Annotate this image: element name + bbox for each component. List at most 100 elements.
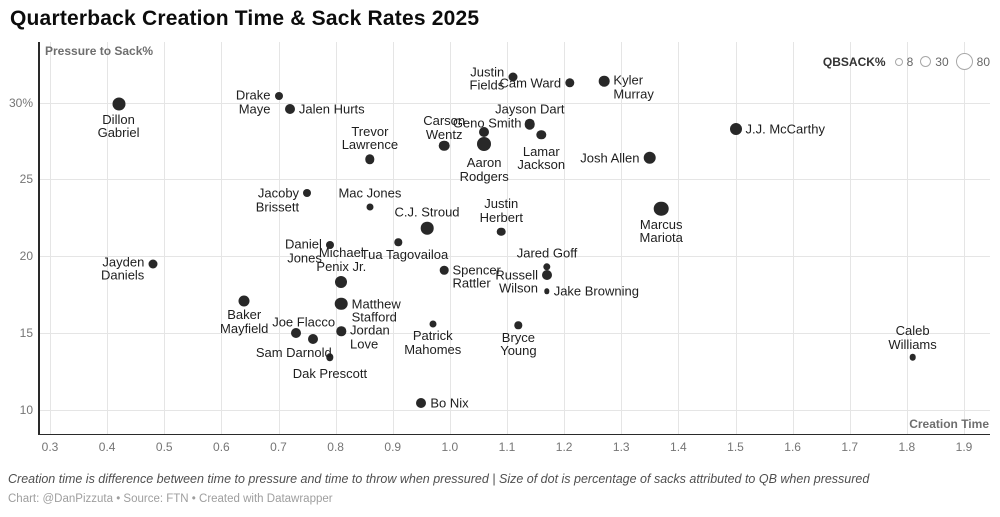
y-tick-label: 15	[19, 325, 33, 340]
point-label-spencer-rattler: Spencer Rattler	[452, 262, 501, 291]
y-axis-line	[38, 42, 40, 435]
y-tick-label: 20	[19, 249, 33, 264]
data-point-justin-herbert[interactable]	[496, 227, 506, 236]
data-point-carson-wentz[interactable]	[438, 140, 450, 151]
data-point-lamar-jackson[interactable]	[536, 130, 546, 140]
data-point-mac-jones[interactable]	[366, 203, 374, 211]
data-point-sam-darnold[interactable]	[307, 333, 318, 344]
data-point-baker-mayfield[interactable]	[238, 295, 250, 307]
x-gridline	[107, 42, 109, 434]
x-tick-label: 0.5	[155, 440, 173, 454]
x-gridline	[507, 42, 508, 434]
point-label-marcus-mariota: Marcus Mariota	[639, 216, 683, 246]
data-point-cam-ward[interactable]	[565, 77, 575, 88]
point-label-jordan-love: Jordan Love	[350, 322, 390, 352]
point-label-michael-penix-jr: Michael Penix Jr.	[316, 245, 367, 274]
data-point-jared-goff[interactable]	[543, 263, 551, 271]
data-point-michael-penix-jr[interactable]	[335, 276, 348, 289]
point-label-dak-prescott: Dak Prescott	[292, 366, 368, 382]
point-label-j-j-mccarthy: J.J. McCarthy	[745, 120, 825, 136]
data-point-daniel-jones[interactable]	[325, 241, 334, 250]
data-point-josh-allen[interactable]	[643, 151, 657, 165]
data-point-drake-maye[interactable]	[274, 92, 283, 101]
size-legend-circle	[894, 57, 903, 66]
data-point-geno-smith[interactable]	[479, 126, 490, 137]
point-label-bryce-young: Bryce Young	[500, 329, 537, 359]
x-tick-label: 0.3	[41, 440, 59, 454]
point-label-aaron-rodgers: Aaron Rodgers	[459, 155, 509, 184]
point-label-jacoby-brissett: Jacoby Brissett	[255, 185, 300, 215]
point-label-kyler-murray: Kyler Murray	[613, 72, 654, 102]
x-gridline	[621, 42, 623, 434]
data-point-caleb-williams[interactable]	[909, 354, 916, 361]
y-gridline	[38, 256, 990, 258]
y-gridline	[38, 179, 990, 181]
x-gridline	[964, 42, 965, 434]
point-label-jared-goff: Jared Goff	[516, 245, 578, 261]
y-axis-title: Pressure to Sack%	[45, 44, 154, 58]
data-point-marcus-mariota[interactable]	[653, 201, 669, 216]
data-point-bryce-young[interactable]	[514, 321, 523, 329]
point-label-tua-tagovailoa: Tua Tagovailoa	[360, 246, 449, 262]
data-point-bo-nix[interactable]	[416, 398, 427, 409]
x-tick-label: 0.4	[98, 440, 116, 454]
data-point-aaron-rodgers[interactable]	[477, 137, 492, 152]
x-gridline	[735, 42, 737, 434]
data-point-kyler-murray[interactable]	[598, 75, 610, 87]
data-point-patrick-mahomes[interactable]	[429, 320, 437, 328]
x-tick-label: 1.6	[784, 440, 801, 454]
y-tick-label: 30%	[8, 95, 33, 110]
point-label-cam-ward: Cam Ward	[499, 74, 562, 90]
data-point-jayson-dart[interactable]	[524, 118, 536, 130]
data-point-jacoby-brissett[interactable]	[303, 189, 312, 198]
x-gridline	[849, 42, 851, 434]
data-point-jordan-love[interactable]	[336, 326, 347, 337]
point-label-justin-herbert: Justin Herbert	[479, 196, 523, 225]
point-label-baker-mayfield: Baker Mayfield	[220, 307, 269, 336]
x-tick-label: 0.8	[327, 440, 344, 454]
x-tick-label: 1.2	[555, 440, 573, 454]
data-point-c-j-stroud[interactable]	[420, 222, 434, 235]
data-point-jake-browning[interactable]	[544, 288, 550, 295]
data-point-dillon-gabriel[interactable]	[112, 97, 126, 111]
point-label-patrick-mahomes: Patrick Mahomes	[404, 328, 462, 357]
point-label-russell-wilson: Russell Wilson	[495, 267, 538, 296]
data-point-jayden-daniels[interactable]	[148, 259, 158, 269]
data-point-trevor-lawrence[interactable]	[365, 154, 375, 165]
x-tick-label: 0.6	[213, 440, 230, 454]
point-label-drake-maye: Drake Maye	[235, 87, 271, 117]
x-tick-label: 1.7	[841, 440, 859, 454]
x-tick-label: 1.4	[670, 440, 687, 454]
size-legend-circle	[920, 56, 932, 67]
point-label-sam-darnold: Sam Darnold	[255, 344, 332, 360]
data-point-j-j-mccarthy[interactable]	[729, 122, 742, 135]
y-gridline	[38, 102, 990, 104]
x-gridline	[221, 42, 223, 434]
data-point-justin-fields[interactable]	[508, 72, 518, 81]
x-axis-line	[38, 434, 990, 435]
size-legend-value: 8	[906, 54, 914, 69]
data-point-tua-tagovailoa[interactable]	[394, 238, 403, 246]
x-gridline	[564, 42, 566, 434]
data-point-jalen-hurts[interactable]	[284, 103, 295, 114]
point-label-josh-allen: Josh Allen	[580, 150, 640, 166]
x-tick-label: 0.7	[270, 440, 287, 454]
point-label-mac-jones: Mac Jones	[338, 185, 402, 201]
x-tick-label: 1.5	[727, 440, 744, 454]
point-label-jayden-daniels: Jayden Daniels	[100, 254, 145, 283]
size-legend-item: 30	[920, 55, 949, 69]
x-gridline	[164, 42, 166, 434]
data-point-matthew-stafford[interactable]	[335, 297, 348, 310]
x-tick-label: 1.0	[441, 440, 459, 454]
size-legend-circle	[955, 53, 973, 70]
data-point-joe-flacco[interactable]	[290, 327, 301, 338]
x-tick-label: 0.9	[384, 440, 402, 454]
size-legend-title: QBSACK%	[822, 54, 886, 69]
point-label-trevor-lawrence: Trevor Lawrence	[341, 123, 399, 153]
point-label-c-j-stroud: C.J. Stroud	[394, 204, 460, 220]
data-point-dak-prescott[interactable]	[326, 353, 334, 362]
data-point-spencer-rattler[interactable]	[439, 265, 449, 275]
y-tick-label: 10	[19, 402, 33, 417]
data-point-russell-wilson[interactable]	[541, 269, 552, 280]
